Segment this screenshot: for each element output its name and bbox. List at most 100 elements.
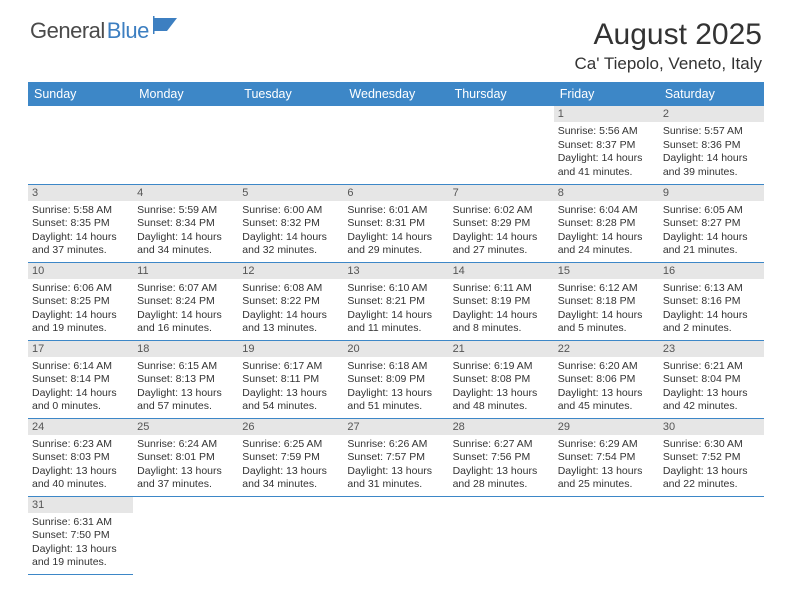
empty-cell bbox=[659, 496, 764, 574]
day-number: 3 bbox=[28, 185, 133, 201]
week-row: 10Sunrise: 6:06 AMSunset: 8:25 PMDayligh… bbox=[28, 262, 764, 340]
sunrise-line: Sunrise: 6:29 AM bbox=[558, 438, 655, 452]
sunset-line: Sunset: 8:16 PM bbox=[663, 295, 760, 309]
sunset-line: Sunset: 8:01 PM bbox=[137, 451, 234, 465]
sunset-line: Sunset: 7:57 PM bbox=[347, 451, 444, 465]
day-cell: 16Sunrise: 6:13 AMSunset: 8:16 PMDayligh… bbox=[659, 262, 764, 340]
day-cell: 11Sunrise: 6:07 AMSunset: 8:24 PMDayligh… bbox=[133, 262, 238, 340]
day-content: Sunrise: 6:04 AMSunset: 8:28 PMDaylight:… bbox=[554, 201, 659, 261]
empty-cell bbox=[449, 496, 554, 574]
sunrise-line: Sunrise: 6:10 AM bbox=[347, 282, 444, 296]
day-cell: 19Sunrise: 6:17 AMSunset: 8:11 PMDayligh… bbox=[238, 340, 343, 418]
day-cell: 28Sunrise: 6:27 AMSunset: 7:56 PMDayligh… bbox=[449, 418, 554, 496]
day-cell: 1Sunrise: 5:56 AMSunset: 8:37 PMDaylight… bbox=[554, 106, 659, 184]
day-content: Sunrise: 6:05 AMSunset: 8:27 PMDaylight:… bbox=[659, 201, 764, 261]
day-cell: 25Sunrise: 6:24 AMSunset: 8:01 PMDayligh… bbox=[133, 418, 238, 496]
day-cell: 23Sunrise: 6:21 AMSunset: 8:04 PMDayligh… bbox=[659, 340, 764, 418]
day-number: 28 bbox=[449, 419, 554, 435]
daylight-line: Daylight: 13 hours and 37 minutes. bbox=[137, 465, 234, 492]
sunset-line: Sunset: 8:27 PM bbox=[663, 217, 760, 231]
day-content: Sunrise: 5:58 AMSunset: 8:35 PMDaylight:… bbox=[28, 201, 133, 261]
day-cell: 6Sunrise: 6:01 AMSunset: 8:31 PMDaylight… bbox=[343, 184, 448, 262]
daylight-line: Daylight: 14 hours and 41 minutes. bbox=[558, 152, 655, 179]
daylight-line: Daylight: 13 hours and 54 minutes. bbox=[242, 387, 339, 414]
day-number: 8 bbox=[554, 185, 659, 201]
day-cell: 9Sunrise: 6:05 AMSunset: 8:27 PMDaylight… bbox=[659, 184, 764, 262]
day-content: Sunrise: 6:12 AMSunset: 8:18 PMDaylight:… bbox=[554, 279, 659, 339]
day-header-row: SundayMondayTuesdayWednesdayThursdayFrid… bbox=[28, 82, 764, 106]
daylight-line: Daylight: 14 hours and 34 minutes. bbox=[137, 231, 234, 258]
sunrise-line: Sunrise: 6:25 AM bbox=[242, 438, 339, 452]
sunrise-line: Sunrise: 5:59 AM bbox=[137, 204, 234, 218]
day-cell: 8Sunrise: 6:04 AMSunset: 8:28 PMDaylight… bbox=[554, 184, 659, 262]
week-row: 1Sunrise: 5:56 AMSunset: 8:37 PMDaylight… bbox=[28, 106, 764, 184]
day-number: 24 bbox=[28, 419, 133, 435]
day-number: 12 bbox=[238, 263, 343, 279]
day-content: Sunrise: 6:17 AMSunset: 8:11 PMDaylight:… bbox=[238, 357, 343, 417]
day-content: Sunrise: 6:13 AMSunset: 8:16 PMDaylight:… bbox=[659, 279, 764, 339]
sunrise-line: Sunrise: 6:31 AM bbox=[32, 516, 129, 530]
daylight-line: Daylight: 14 hours and 8 minutes. bbox=[453, 309, 550, 336]
daylight-line: Daylight: 13 hours and 22 minutes. bbox=[663, 465, 760, 492]
sunrise-line: Sunrise: 6:08 AM bbox=[242, 282, 339, 296]
sunrise-line: Sunrise: 6:30 AM bbox=[663, 438, 760, 452]
week-row: 17Sunrise: 6:14 AMSunset: 8:14 PMDayligh… bbox=[28, 340, 764, 418]
day-content: Sunrise: 6:15 AMSunset: 8:13 PMDaylight:… bbox=[133, 357, 238, 417]
sunset-line: Sunset: 8:32 PM bbox=[242, 217, 339, 231]
empty-cell bbox=[28, 106, 133, 184]
daylight-line: Daylight: 14 hours and 27 minutes. bbox=[453, 231, 550, 258]
day-number: 31 bbox=[28, 497, 133, 513]
day-cell: 10Sunrise: 6:06 AMSunset: 8:25 PMDayligh… bbox=[28, 262, 133, 340]
daylight-line: Daylight: 13 hours and 34 minutes. bbox=[242, 465, 339, 492]
sunset-line: Sunset: 8:08 PM bbox=[453, 373, 550, 387]
logo-text-general: General bbox=[30, 18, 105, 44]
sunrise-line: Sunrise: 6:00 AM bbox=[242, 204, 339, 218]
empty-cell bbox=[449, 106, 554, 184]
day-content: Sunrise: 6:18 AMSunset: 8:09 PMDaylight:… bbox=[343, 357, 448, 417]
sunrise-line: Sunrise: 5:57 AM bbox=[663, 125, 760, 139]
day-number: 26 bbox=[238, 419, 343, 435]
day-number: 1 bbox=[554, 106, 659, 122]
sunset-line: Sunset: 8:11 PM bbox=[242, 373, 339, 387]
sunset-line: Sunset: 8:13 PM bbox=[137, 373, 234, 387]
week-row: 3Sunrise: 5:58 AMSunset: 8:35 PMDaylight… bbox=[28, 184, 764, 262]
day-number: 30 bbox=[659, 419, 764, 435]
sunrise-line: Sunrise: 6:11 AM bbox=[453, 282, 550, 296]
sunset-line: Sunset: 8:22 PM bbox=[242, 295, 339, 309]
sunset-line: Sunset: 8:29 PM bbox=[453, 217, 550, 231]
day-number: 4 bbox=[133, 185, 238, 201]
sunset-line: Sunset: 8:34 PM bbox=[137, 217, 234, 231]
sunset-line: Sunset: 7:54 PM bbox=[558, 451, 655, 465]
daylight-line: Daylight: 13 hours and 28 minutes. bbox=[453, 465, 550, 492]
day-cell: 22Sunrise: 6:20 AMSunset: 8:06 PMDayligh… bbox=[554, 340, 659, 418]
month-title: August 2025 bbox=[574, 18, 762, 52]
empty-cell bbox=[554, 496, 659, 574]
day-number: 7 bbox=[449, 185, 554, 201]
sunrise-line: Sunrise: 5:58 AM bbox=[32, 204, 129, 218]
daylight-line: Daylight: 14 hours and 39 minutes. bbox=[663, 152, 760, 179]
daylight-line: Daylight: 14 hours and 13 minutes. bbox=[242, 309, 339, 336]
sunrise-line: Sunrise: 5:56 AM bbox=[558, 125, 655, 139]
day-cell: 5Sunrise: 6:00 AMSunset: 8:32 PMDaylight… bbox=[238, 184, 343, 262]
day-cell: 4 Sunrise: 5:59 AMSunset: 8:34 PMDaylight… bbox=[133, 184, 238, 262]
sunset-line: Sunset: 8:24 PM bbox=[137, 295, 234, 309]
daylight-line: Daylight: 14 hours and 32 minutes. bbox=[242, 231, 339, 258]
day-content: Sunrise: 5:56 AMSunset: 8:37 PMDaylight:… bbox=[554, 122, 659, 182]
day-content: Sunrise: 6:27 AMSunset: 7:56 PMDaylight:… bbox=[449, 435, 554, 495]
day-content: Sunrise: 6:10 AMSunset: 8:21 PMDaylight:… bbox=[343, 279, 448, 339]
sunset-line: Sunset: 8:04 PM bbox=[663, 373, 760, 387]
day-content: Sunrise: 6:06 AMSunset: 8:25 PMDaylight:… bbox=[28, 279, 133, 339]
sunrise-line: Sunrise: 6:04 AM bbox=[558, 204, 655, 218]
day-number: 21 bbox=[449, 341, 554, 357]
day-header-sunday: Sunday bbox=[28, 82, 133, 106]
daylight-line: Daylight: 13 hours and 40 minutes. bbox=[32, 465, 129, 492]
daylight-line: Daylight: 14 hours and 16 minutes. bbox=[137, 309, 234, 336]
sunset-line: Sunset: 8:36 PM bbox=[663, 139, 760, 153]
sunset-line: Sunset: 8:37 PM bbox=[558, 139, 655, 153]
day-number: 14 bbox=[449, 263, 554, 279]
sunrise-line: Sunrise: 6:21 AM bbox=[663, 360, 760, 374]
sunrise-line: Sunrise: 6:14 AM bbox=[32, 360, 129, 374]
daylight-line: Daylight: 14 hours and 21 minutes. bbox=[663, 231, 760, 258]
day-header-tuesday: Tuesday bbox=[238, 82, 343, 106]
daylight-line: Daylight: 13 hours and 57 minutes. bbox=[137, 387, 234, 414]
